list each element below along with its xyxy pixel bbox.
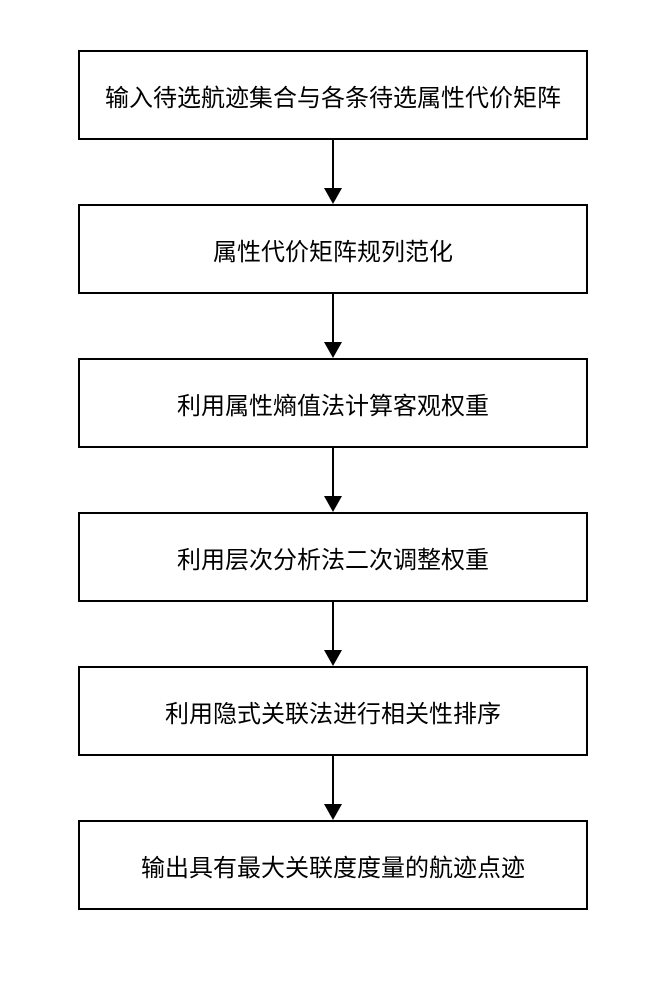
- flowchart-arrow: [324, 294, 342, 358]
- flowchart-step-label: 利用层次分析法二次调整权重: [177, 540, 489, 575]
- flowchart-step: 利用隐式关联法进行相关性排序: [78, 666, 588, 756]
- flowchart-arrow: [324, 448, 342, 512]
- flowchart-step: 利用属性熵值法计算客观权重: [78, 358, 588, 448]
- arrow-line: [332, 294, 334, 342]
- flowchart-arrow: [324, 140, 342, 204]
- arrow-line: [332, 602, 334, 650]
- arrow-head-icon: [324, 188, 342, 204]
- arrow-head-icon: [324, 650, 342, 666]
- flowchart-step: 利用层次分析法二次调整权重: [78, 512, 588, 602]
- arrow-head-icon: [324, 804, 342, 820]
- flowchart-step: 属性代价矩阵规列范化: [78, 204, 588, 294]
- flowchart-arrow: [324, 602, 342, 666]
- flowchart-step-label: 利用隐式关联法进行相关性排序: [165, 694, 501, 729]
- arrow-head-icon: [324, 342, 342, 358]
- arrow-line: [332, 756, 334, 804]
- flowchart-step-label: 属性代价矩阵规列范化: [213, 232, 453, 267]
- flowchart-container: 输入待选航迹集合与各条待选属性代价矩阵属性代价矩阵规列范化利用属性熵值法计算客观…: [0, 0, 666, 910]
- flowchart-step: 输入待选航迹集合与各条待选属性代价矩阵: [78, 50, 588, 140]
- flowchart-step-label: 输入待选航迹集合与各条待选属性代价矩阵: [105, 78, 561, 113]
- arrow-line: [332, 140, 334, 188]
- arrow-head-icon: [324, 496, 342, 512]
- flowchart-step-label: 利用属性熵值法计算客观权重: [177, 386, 489, 421]
- arrow-line: [332, 448, 334, 496]
- flowchart-step: 输出具有最大关联度度量的航迹点迹: [78, 820, 588, 910]
- flowchart-step-label: 输出具有最大关联度度量的航迹点迹: [141, 848, 525, 883]
- flowchart-arrow: [324, 756, 342, 820]
